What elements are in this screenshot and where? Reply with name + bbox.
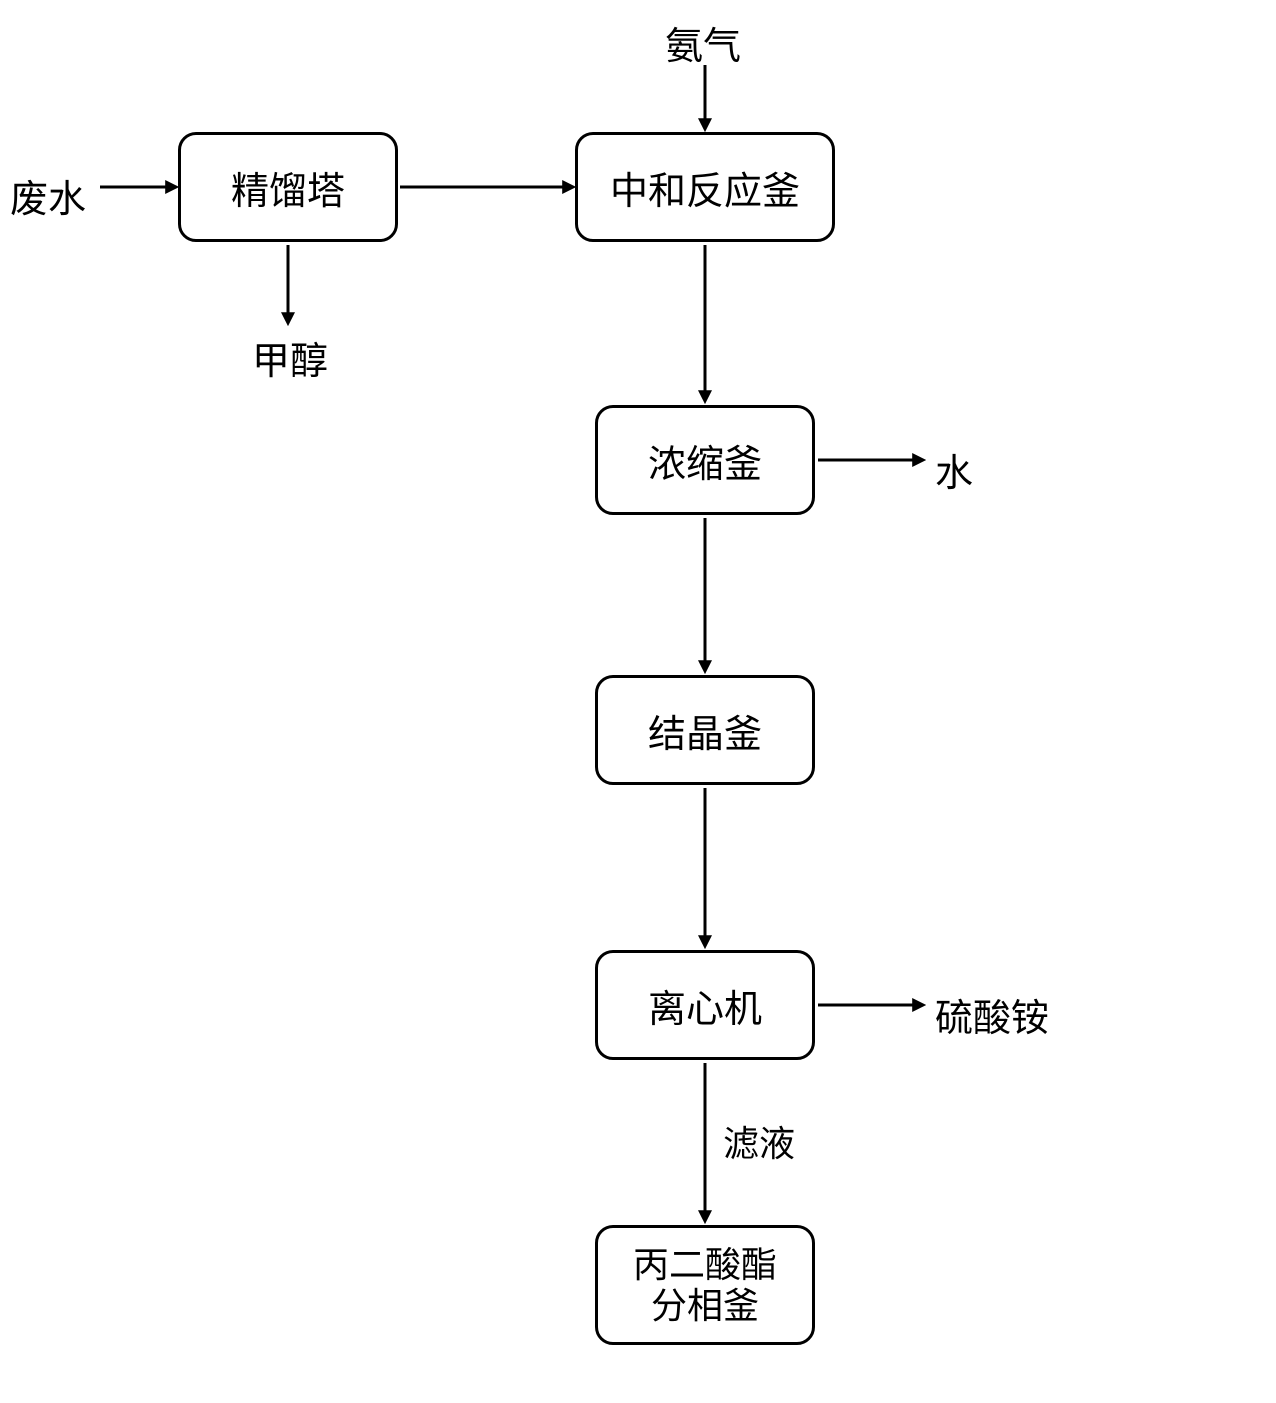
flowchart-arrows (0, 0, 1276, 1403)
